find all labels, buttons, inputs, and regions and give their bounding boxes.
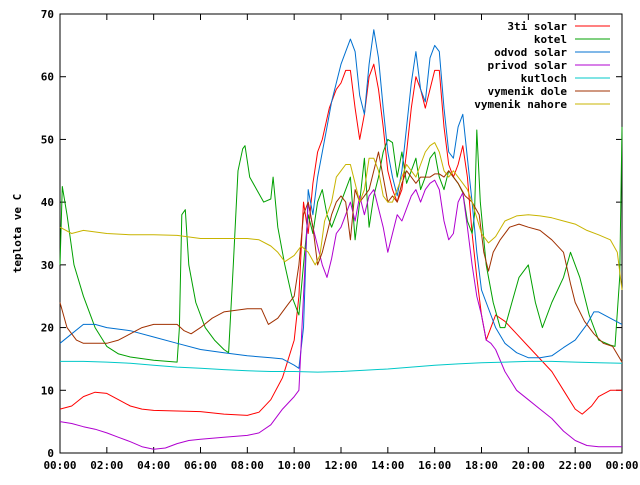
series-line-1	[59, 126, 623, 363]
x-tick-label: 00:00	[43, 459, 76, 472]
y-tick-label: 60	[41, 71, 54, 84]
x-tick-label: 22:00	[559, 459, 592, 472]
x-tick-label: 02:00	[90, 459, 123, 472]
x-tick-label: 04:00	[137, 459, 170, 472]
x-tick-label: 12:00	[324, 459, 357, 472]
x-tick-label: 08:00	[231, 459, 264, 472]
x-tick-label: 18:00	[465, 459, 498, 472]
y-tick-label: 40	[41, 196, 54, 209]
legend-label: vymenik dole	[488, 85, 568, 98]
series-line-0	[59, 63, 622, 416]
legend-label: vymenik nahore	[474, 98, 567, 111]
y-axis-label: teplota ve C	[11, 194, 24, 273]
series-line-6	[59, 142, 623, 290]
series-line-3	[59, 179, 622, 450]
y-tick-label: 0	[47, 447, 54, 460]
y-tick-label: 30	[41, 259, 54, 272]
y-tick-label: 20	[41, 322, 54, 335]
series-line-5	[59, 151, 623, 363]
y-tick-label: 50	[41, 133, 54, 146]
y-tick-label: 10	[41, 384, 54, 397]
y-tick-label: 70	[41, 8, 54, 21]
x-tick-label: 16:00	[418, 459, 451, 472]
legend-label: kutloch	[521, 72, 567, 85]
legend-label: odvod solar	[494, 46, 567, 59]
legend-label: privod solar	[488, 59, 568, 72]
series-line-4	[60, 360, 623, 373]
series-line-2	[59, 29, 623, 369]
x-tick-label: 20:00	[512, 459, 545, 472]
x-tick-label: 06:00	[184, 459, 217, 472]
x-tick-label: 14:00	[371, 459, 404, 472]
legend-label: 3ti solar	[507, 20, 567, 33]
legend-label: kotel	[534, 33, 567, 46]
x-tick-label: 10:00	[278, 459, 311, 472]
x-tick-label: 00:00	[605, 459, 638, 472]
